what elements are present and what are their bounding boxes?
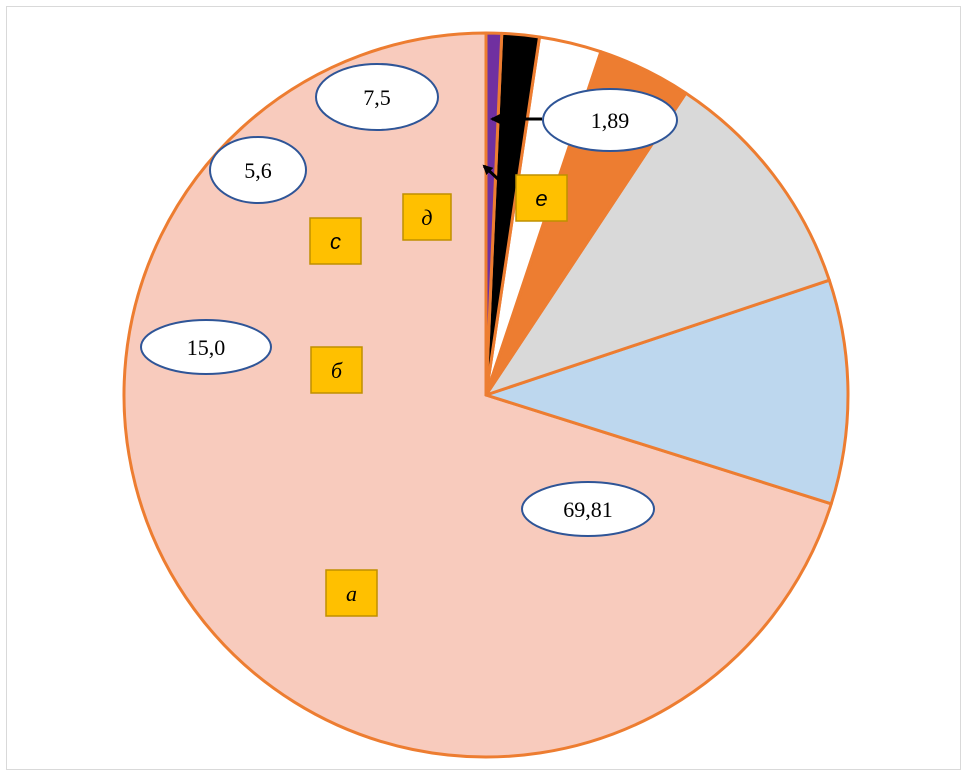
pie-slice-3 <box>484 91 831 397</box>
value-bubble-5 <box>315 63 439 131</box>
callout-arrow-tag <box>482 164 515 195</box>
value-bubble-3 <box>140 319 272 375</box>
value-label-5: 7,5 <box>363 85 391 110</box>
value-label-1: 69,81 <box>563 497 613 522</box>
value-bubble-7 <box>542 88 678 152</box>
pie-slice-1 <box>122 31 833 759</box>
pie-slice-2 <box>484 278 850 506</box>
value-label-7: 1,89 <box>591 108 630 133</box>
value-label-4: 5,6 <box>244 158 272 183</box>
tag-label-6: д <box>421 205 432 230</box>
tag-box-4 <box>309 217 362 265</box>
tag-box-1 <box>325 569 378 617</box>
tag-box-6 <box>402 193 452 241</box>
tag-box-7 <box>515 174 568 222</box>
tag-label-7: e <box>535 186 547 211</box>
value-label-3: 15,0 <box>187 335 226 360</box>
value-bubble-4 <box>209 136 307 204</box>
tag-box-3 <box>310 346 363 394</box>
tag-label-3: б <box>331 358 343 383</box>
tag-label-1: а <box>346 581 357 606</box>
tag-label-4: c <box>330 229 341 254</box>
value-bubble-1 <box>521 481 655 537</box>
